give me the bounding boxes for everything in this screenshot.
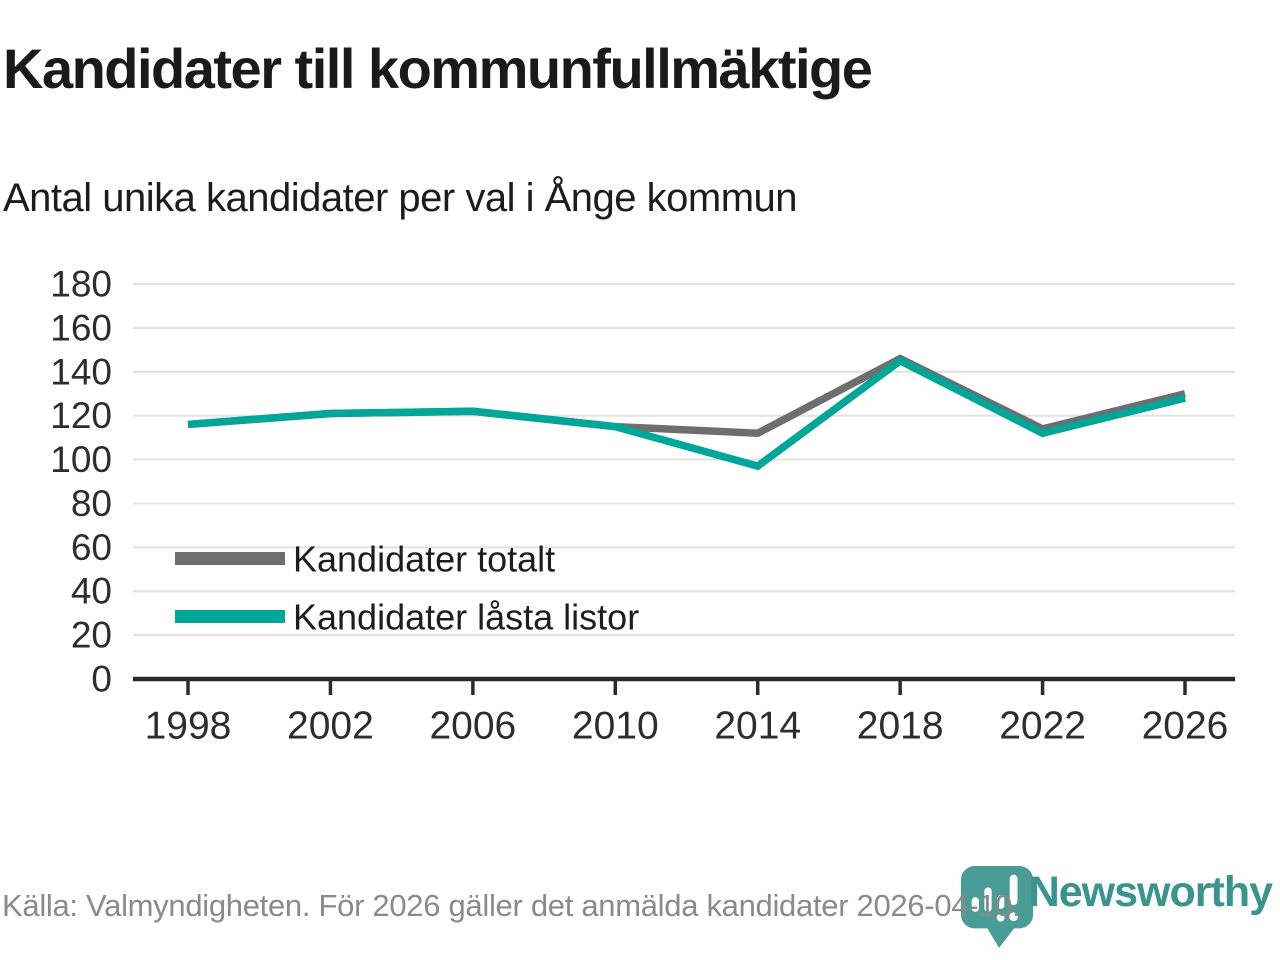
page-title: Kandidater till kommunfullmäktige bbox=[3, 37, 873, 100]
y-tick-label-120: 120 bbox=[50, 395, 112, 436]
x-tick-label-2018: 2018 bbox=[857, 705, 944, 748]
series-line-0 bbox=[187, 354, 1186, 438]
x-tick-label-2026: 2026 bbox=[1142, 705, 1229, 748]
logo-wordmark: Newsworthy bbox=[1028, 868, 1273, 916]
x-tick-label-2006: 2006 bbox=[429, 705, 516, 748]
x-tick-label-2014: 2014 bbox=[714, 705, 801, 748]
y-tick-label-160: 160 bbox=[50, 307, 112, 348]
series-line-1 bbox=[187, 356, 1186, 471]
x-tick-label-1998: 1998 bbox=[145, 705, 232, 748]
y-tick-label-100: 100 bbox=[50, 439, 112, 480]
y-tick-label-140: 140 bbox=[50, 351, 112, 392]
y-tick-label-40: 40 bbox=[71, 571, 112, 612]
y-tick-label-80: 80 bbox=[71, 483, 112, 524]
x-tick-label-2022: 2022 bbox=[999, 705, 1086, 748]
x-tick-label-2002: 2002 bbox=[287, 705, 374, 748]
legend-swatch-1 bbox=[175, 610, 285, 623]
newsworthy-logo: Newsworthy bbox=[959, 862, 1273, 950]
y-tick-label-0: 0 bbox=[91, 659, 112, 700]
y-tick-label-20: 20 bbox=[71, 615, 112, 656]
legend-swatch-0 bbox=[175, 552, 285, 565]
x-tick-label-2010: 2010 bbox=[572, 705, 659, 748]
legend-label-0: Kandidater totalt bbox=[293, 539, 555, 580]
legend-label-1: Kandidater låsta listor bbox=[293, 597, 639, 638]
source-note: Källa: Valmyndigheten. För 2026 gäller d… bbox=[2, 888, 1021, 923]
y-tick-label-60: 60 bbox=[71, 527, 112, 568]
line-chart: 0 20 40 60 80 100 120 140 160 180 1998 2002 2006 2010… bbox=[0, 255, 1280, 765]
logo-pin-icon bbox=[960, 866, 1033, 948]
y-tick-label-180: 180 bbox=[50, 264, 112, 305]
chart-subtitle: Antal unika kandidater per val i Ånge ko… bbox=[3, 176, 798, 220]
